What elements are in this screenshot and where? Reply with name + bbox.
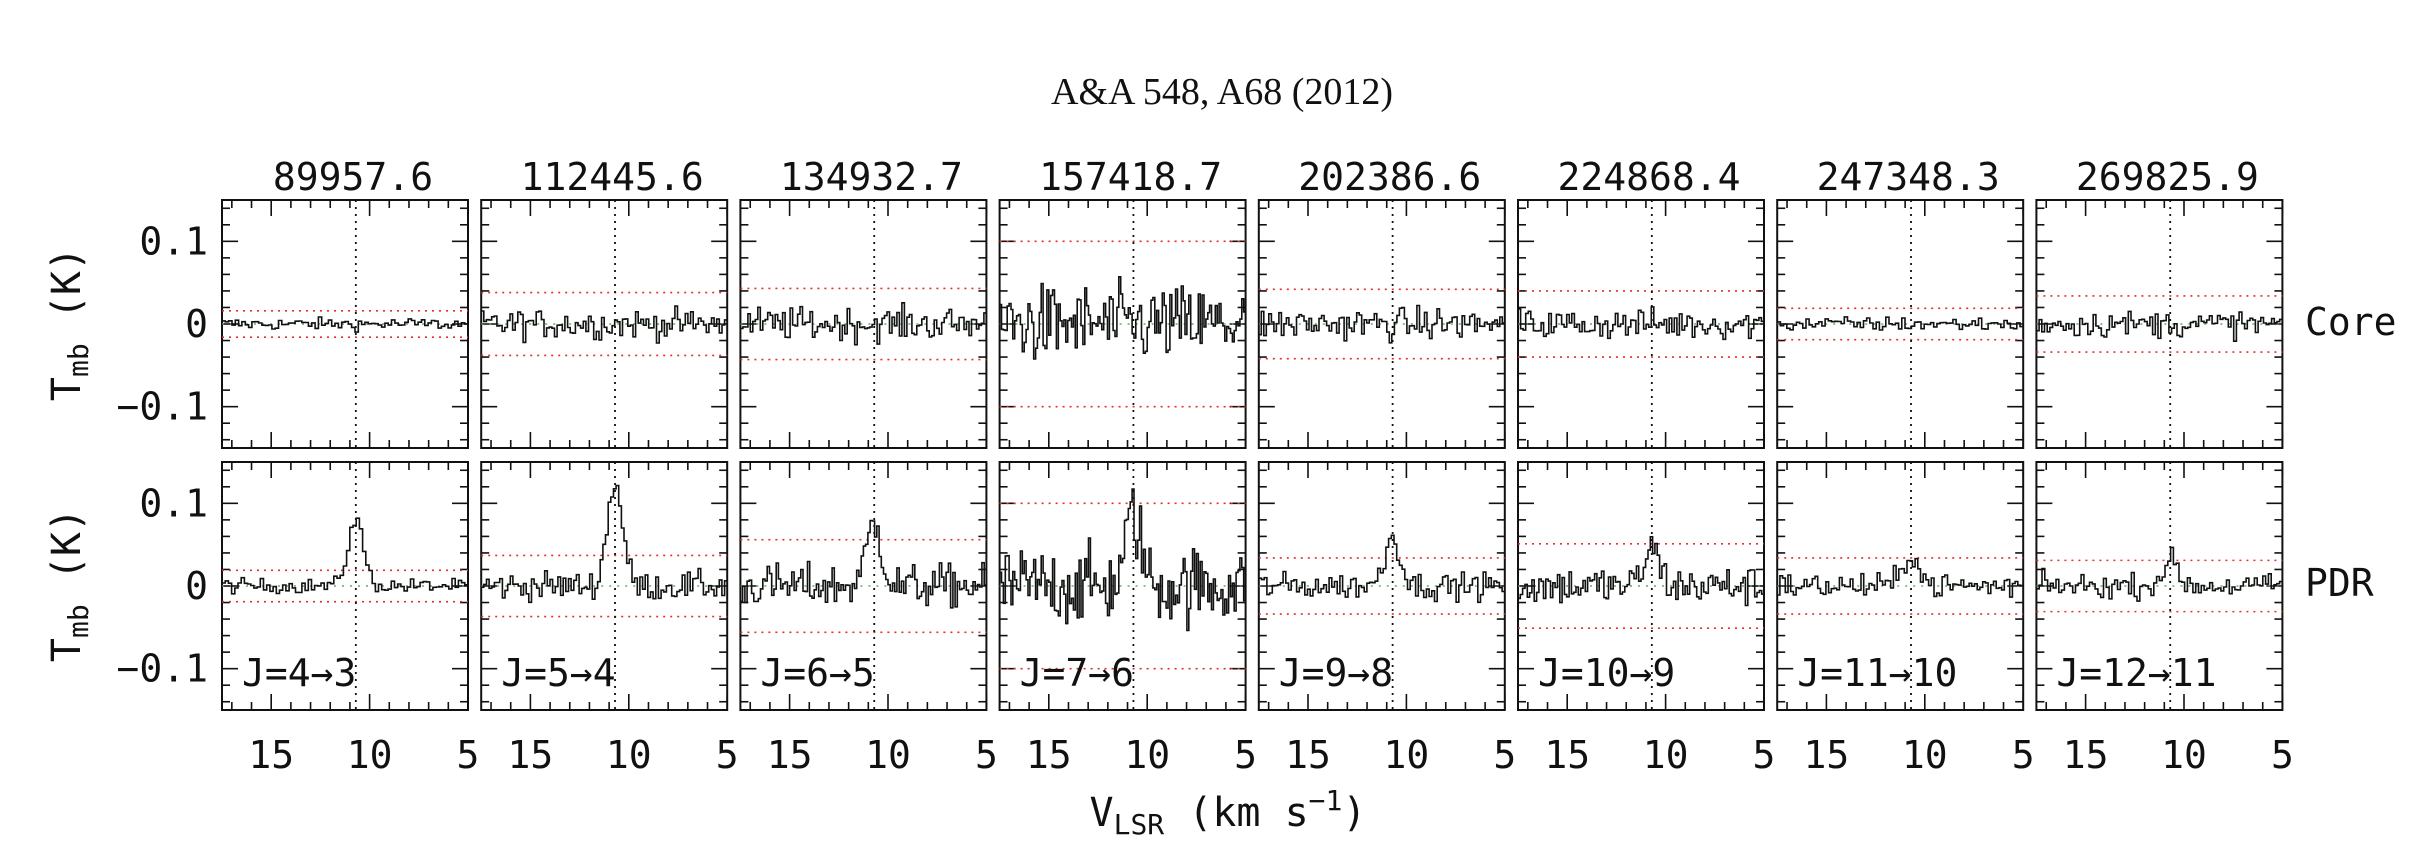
x-tick-label: 15 bbox=[1285, 733, 1331, 777]
spectrum-line bbox=[222, 517, 468, 595]
core-panel bbox=[2035, 199, 2284, 449]
frequency-label: 224868.4 bbox=[1557, 155, 1740, 199]
x-tick-label: 5 bbox=[1234, 733, 1257, 777]
spectrum-line bbox=[1258, 534, 1505, 604]
spectrum-line bbox=[1258, 304, 1505, 344]
spectrum-line bbox=[740, 519, 987, 609]
transition-label: J=9→8 bbox=[1279, 651, 1393, 695]
transition-label: J=4→3 bbox=[242, 651, 356, 695]
frequency-label: 202386.6 bbox=[1298, 155, 1481, 199]
frequency-label: 269825.9 bbox=[2076, 155, 2259, 199]
frequency-label: 134932.7 bbox=[780, 155, 963, 199]
y-axis-label-pdr: Tmb (K) bbox=[44, 508, 95, 662]
frequency-label: 112445.6 bbox=[521, 155, 704, 199]
pdr-panel bbox=[998, 461, 1247, 711]
x-tick-label: 10 bbox=[865, 733, 911, 777]
core-panel bbox=[480, 199, 729, 449]
core-panel bbox=[998, 199, 1247, 449]
y-tick-label: 0.1 bbox=[139, 481, 208, 525]
spectrum-line bbox=[481, 305, 728, 344]
y-tick-label: 0 bbox=[185, 564, 208, 608]
y-tick-label: −0.1 bbox=[116, 385, 208, 429]
frequency-label: 247348.3 bbox=[1817, 155, 2000, 199]
journal-header: A&A 548, A68 (2012) bbox=[1051, 71, 1393, 113]
spectrum-line bbox=[481, 484, 728, 604]
x-tick-label: 5 bbox=[1753, 733, 1776, 777]
spectrum-line bbox=[999, 488, 1246, 632]
transition-label: J=6→5 bbox=[760, 651, 874, 695]
x-tick-label: 15 bbox=[2063, 733, 2109, 777]
x-tick-label: 5 bbox=[2271, 733, 2294, 777]
spectrum-line bbox=[1777, 557, 2024, 598]
spectrum-line bbox=[2036, 546, 2283, 602]
transition-label: J=11→10 bbox=[1797, 651, 1957, 695]
core-panel bbox=[1517, 199, 1765, 449]
spectrum-line bbox=[1518, 536, 1764, 607]
x-tick-label: 10 bbox=[347, 733, 393, 777]
spectra-panels bbox=[221, 199, 2284, 711]
transition-label: J=5→4 bbox=[501, 651, 615, 695]
x-tick-label: 5 bbox=[1493, 733, 1516, 777]
pdr-panel bbox=[221, 461, 469, 711]
pdr-panel bbox=[1517, 461, 1765, 711]
x-tick-label: 5 bbox=[457, 733, 480, 777]
x-tick-label: 10 bbox=[1124, 733, 1170, 777]
x-tick-label: 5 bbox=[975, 733, 998, 777]
spectrum-line bbox=[999, 276, 1246, 360]
pdr-panel bbox=[1776, 461, 2025, 711]
core-panel bbox=[1776, 199, 2025, 449]
pdr-panel bbox=[480, 461, 729, 711]
core-panel bbox=[1257, 199, 1506, 449]
x-tick-label: 15 bbox=[1026, 733, 1072, 777]
x-tick-label: 10 bbox=[1643, 733, 1689, 777]
row-label-core: Core bbox=[2305, 300, 2397, 344]
core-panel bbox=[221, 199, 469, 449]
spectrum-line bbox=[2036, 310, 2283, 342]
frequency-label: 89957.6 bbox=[273, 155, 433, 199]
x-tick-label: 15 bbox=[508, 733, 554, 777]
y-axis-label-core: Tmb (K) bbox=[44, 247, 95, 401]
pdr-panel bbox=[2035, 461, 2284, 711]
transition-label: J=10→9 bbox=[1538, 651, 1675, 695]
frequency-label: 157418.7 bbox=[1039, 155, 1222, 199]
row-label-pdr: PDR bbox=[2305, 561, 2374, 605]
transition-label: J=7→6 bbox=[1020, 651, 1134, 695]
core-panel bbox=[739, 199, 988, 449]
spectrum-line bbox=[1777, 316, 2024, 331]
x-tick-label: 15 bbox=[767, 733, 813, 777]
transition-label: J=12→11 bbox=[2056, 651, 2216, 695]
y-tick-label: 0 bbox=[185, 302, 208, 346]
y-tick-label: −0.1 bbox=[116, 647, 208, 691]
figure-labels: 89957.6 15 10 5 0.1 0 −0.1 0.1 0 −0.1 J=4→3 112445.… bbox=[116, 155, 2293, 777]
x-tick-label: 5 bbox=[2012, 733, 2035, 777]
pdr-panel bbox=[1257, 461, 1506, 711]
x-tick-label: 15 bbox=[248, 733, 294, 777]
x-tick-label: 10 bbox=[606, 733, 652, 777]
pdr-panel bbox=[739, 461, 988, 711]
x-tick-label: 15 bbox=[1804, 733, 1850, 777]
x-tick-label: 10 bbox=[1384, 733, 1430, 777]
x-tick-label: 15 bbox=[1544, 733, 1590, 777]
x-axis-label: VLSR (km s−1) bbox=[1090, 784, 1367, 841]
x-tick-label: 10 bbox=[2161, 733, 2207, 777]
x-tick-label: 10 bbox=[1902, 733, 1948, 777]
y-tick-label: 0.1 bbox=[139, 219, 208, 263]
spectrum-line bbox=[740, 302, 987, 346]
spectrum-line bbox=[222, 316, 468, 333]
spectrum-line bbox=[1518, 306, 1764, 341]
x-tick-label: 5 bbox=[716, 733, 739, 777]
